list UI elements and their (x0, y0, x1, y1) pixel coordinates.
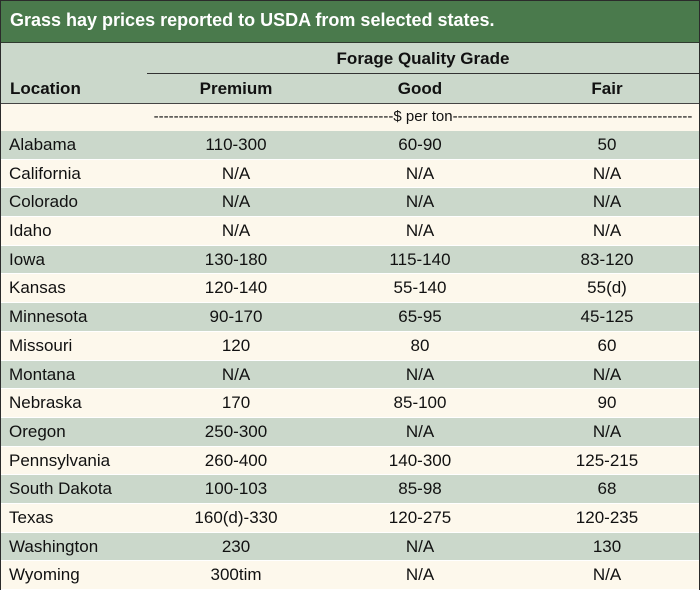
table-row: Texas 160(d)-330 120-275 120-235 (1, 503, 699, 533)
cell-premium: 130-180 (204, 249, 268, 269)
cell-location: Wyoming (9, 565, 80, 585)
table-row: Wyoming 300tim N/A N/A (1, 561, 699, 590)
table-row: Alabama 110-300 60-90 50 (1, 131, 699, 160)
header-divider (1, 103, 699, 104)
cell-fair: N/A (592, 421, 622, 441)
cell-premium: N/A (221, 192, 251, 212)
cell-location: Alabama (9, 135, 77, 154)
cell-good: 65-95 (398, 307, 442, 327)
cell-location: Missouri (9, 335, 73, 355)
cell-fair: N/A (592, 192, 622, 212)
cell-fair: 120-235 (575, 507, 639, 527)
cell-good: 60-90 (398, 135, 442, 154)
cell-fair: 68 (597, 479, 617, 499)
cell-location: Oregon (9, 421, 66, 441)
table-row: California N/A N/A N/A (1, 159, 699, 189)
table-row: Pennsylvania 260-400 140-300 125-215 (1, 446, 699, 476)
cell-premium: 300tim (210, 565, 262, 585)
cell-premium: N/A (221, 364, 251, 384)
table-header: Forage Quality Grade Location Premium Go… (1, 43, 699, 103)
table-row: Missouri 120 80 60 (1, 331, 699, 361)
cell-good: N/A (405, 364, 435, 384)
cell-premium: 110-300 (205, 135, 267, 154)
cell-location: Minnesota (9, 307, 88, 327)
cell-location: Colorado (9, 192, 78, 212)
cell-premium: 90-170 (209, 307, 263, 327)
cell-premium: N/A (221, 163, 251, 183)
cell-good: 120-275 (388, 507, 452, 527)
unit-label: ----------------------------------------… (153, 108, 693, 125)
cell-location: Montana (9, 364, 76, 384)
cell-fair: 60 (597, 335, 617, 355)
cell-location: Nebraska (9, 393, 82, 413)
cell-location: Kansas (9, 278, 66, 298)
cell-good: N/A (405, 565, 435, 585)
cell-premium: 260-400 (204, 450, 268, 470)
cell-good: N/A (405, 421, 435, 441)
cell-good: 80 (410, 335, 430, 355)
table-row: Colorado N/A N/A N/A (1, 188, 699, 218)
table-row: Iowa 130-180 115-140 83-120 (1, 245, 699, 275)
cell-fair: N/A (592, 221, 622, 241)
cell-fair: 45-125 (580, 307, 634, 327)
unit-row: ----------------------------------------… (1, 104, 699, 131)
cell-good: 140-300 (388, 450, 452, 470)
cell-fair: 55(d) (587, 278, 627, 298)
column-header-premium: Premium (199, 79, 273, 98)
table-row: South Dakota 100-103 85-98 68 (1, 475, 699, 504)
table-body: Alabama 110-300 60-90 50 California N/A N/A N/A… (1, 131, 699, 590)
cell-location: South Dakota (9, 479, 113, 499)
cell-location: Washington (9, 536, 99, 556)
cell-location: Texas (9, 507, 54, 527)
table-row: Montana N/A N/A N/A (1, 360, 699, 390)
column-header-good: Good (397, 79, 443, 98)
table-row: Minnesota 90-170 65-95 45-125 (1, 303, 699, 332)
cell-fair: 83-120 (580, 249, 634, 269)
cell-premium: N/A (221, 221, 251, 241)
table-row: Oregon 250-300 N/A N/A (1, 417, 699, 447)
table-row: Idaho N/A N/A N/A (1, 217, 699, 246)
cell-good: N/A (405, 221, 435, 241)
cell-location: Idaho (9, 221, 52, 241)
cell-good: N/A (405, 536, 435, 556)
cell-fair: N/A (592, 163, 622, 183)
forage-quality-grade-label: Forage Quality Grade (336, 49, 510, 68)
cell-location: Pennsylvania (9, 450, 111, 470)
column-header-location: Location (10, 79, 81, 98)
cell-fair: N/A (592, 364, 622, 384)
column-header-fair: Fair (591, 79, 623, 98)
table-title: Grass hay prices reported to USDA from s… (10, 10, 495, 30)
cell-good: 85-100 (393, 393, 447, 413)
cell-premium: 170 (221, 393, 251, 413)
cell-premium: 230 (221, 536, 251, 556)
cell-good: 115-140 (389, 249, 451, 269)
cell-premium: 250-300 (204, 421, 268, 441)
cell-fair: 130 (592, 536, 622, 556)
cell-location: California (9, 163, 81, 183)
cell-premium: 100-103 (204, 479, 268, 499)
cell-good: 85-98 (398, 479, 442, 499)
table-row: Nebraska 170 85-100 90 (1, 389, 699, 418)
cell-good: N/A (405, 163, 435, 183)
cell-fair: 125-215 (575, 450, 639, 470)
cell-good: 55-140 (393, 278, 447, 298)
cell-premium: 120-140 (204, 278, 268, 298)
cell-fair: N/A (592, 565, 622, 585)
table-row: Kansas 120-140 55-140 55(d) (1, 274, 699, 304)
table-row: Washington 230 N/A 130 (1, 532, 699, 562)
cell-location: Iowa (9, 249, 45, 269)
cell-good: N/A (405, 192, 435, 212)
cell-fair: 50 (597, 135, 617, 154)
cell-premium: 120 (221, 335, 251, 355)
table-title-bar: Grass hay prices reported to USDA from s… (1, 1, 699, 43)
group-header-rule (147, 73, 699, 74)
cell-fair: 90 (597, 393, 617, 413)
cell-premium: 160(d)-330 (194, 507, 278, 527)
